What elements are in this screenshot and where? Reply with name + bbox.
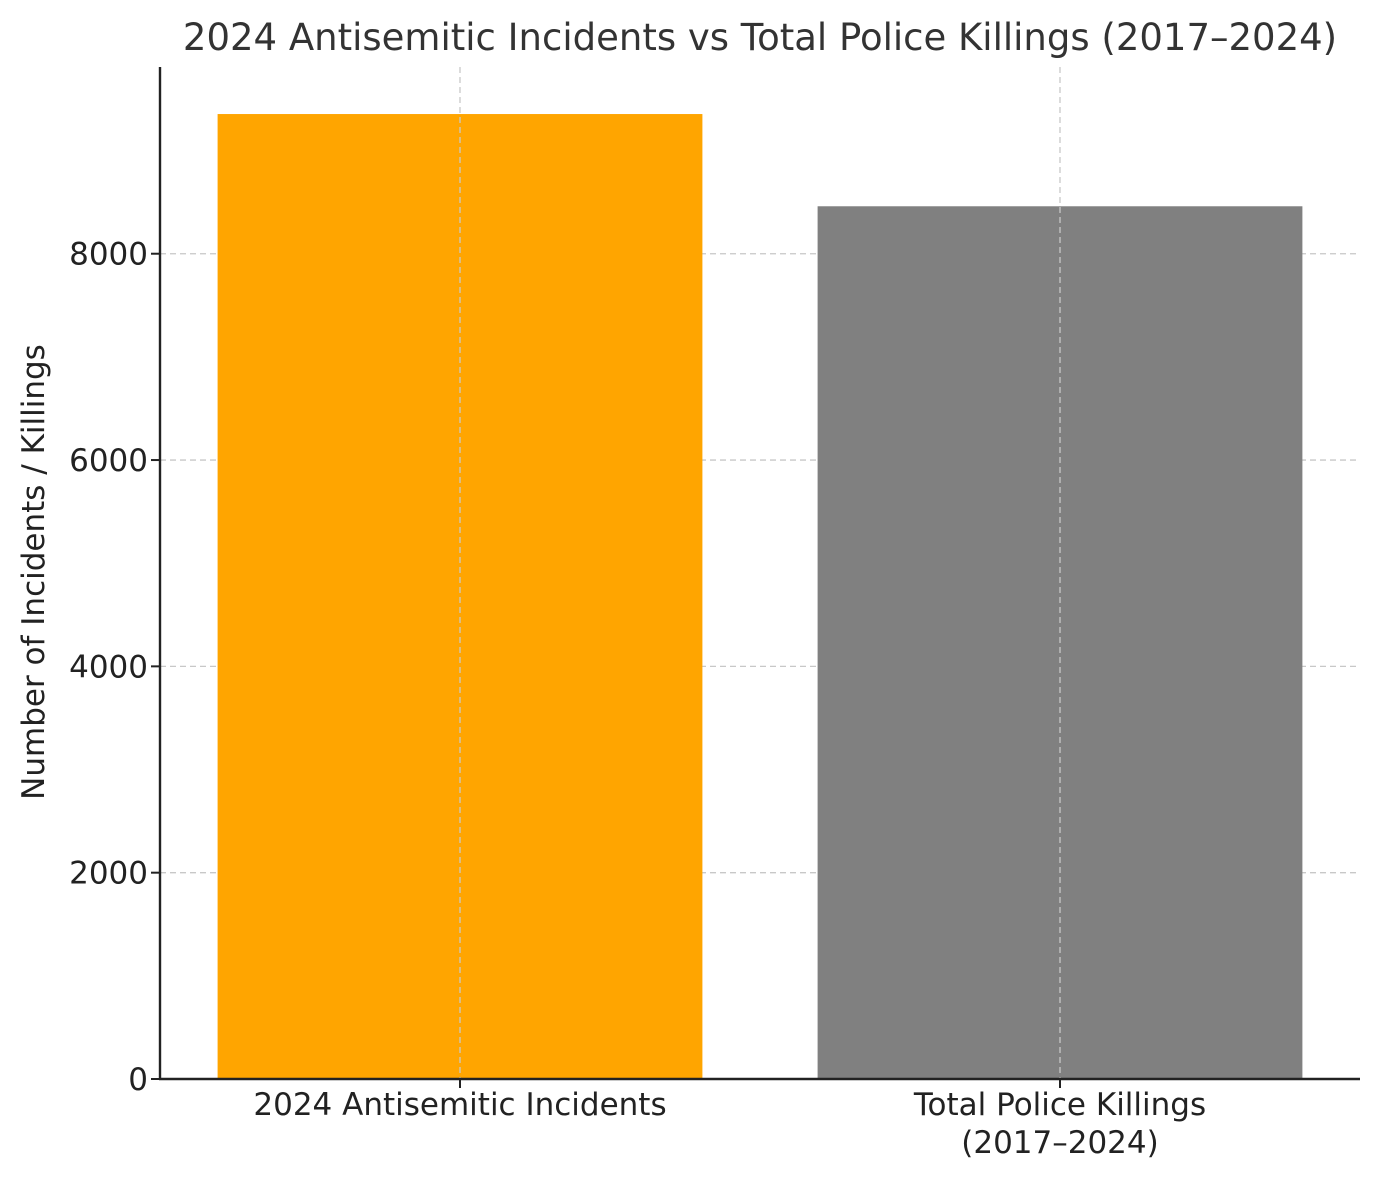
x-tick-label-line: (2017–2024) [961, 1125, 1158, 1161]
x-axis-ticks: 2024 Antisemitic Incidents Total Police K… [253, 1079, 1206, 1161]
y-axis-ticks: 0 2000 4000 6000 8000 [69, 237, 160, 1098]
x-tick-label-line: 2024 Antisemitic Incidents [253, 1087, 666, 1123]
chart-title: 2024 Antisemitic Incidents vs Total Poli… [183, 16, 1337, 59]
y-tick-label-1: 2000 [69, 856, 148, 892]
y-tick-label-2: 4000 [69, 649, 148, 685]
y-tick-label-4: 8000 [69, 237, 148, 273]
y-tick-label-0: 0 [128, 1062, 148, 1098]
bars [217, 67, 1303, 1080]
x-tick-label-0: 2024 Antisemitic Incidents [253, 1087, 666, 1123]
x-tick-label-line: Total Police Killings [913, 1087, 1206, 1123]
y-axis-label: Number of Incidents / Killings [16, 344, 52, 800]
x-tick-label-1: Total Police Killings (2017–2024) [913, 1087, 1206, 1161]
axes [158, 67, 1360, 1081]
y-tick-label-3: 6000 [69, 443, 148, 479]
